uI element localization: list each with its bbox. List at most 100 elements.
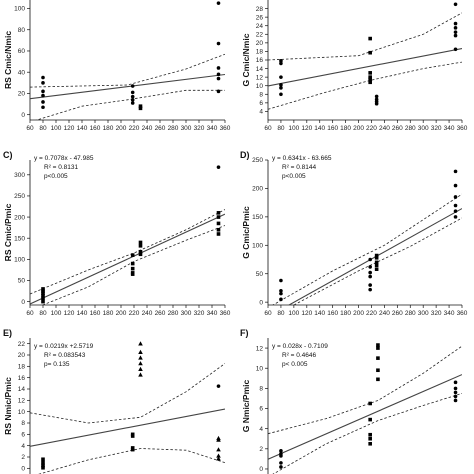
y-tick-label: 10 xyxy=(18,409,26,416)
data-point xyxy=(368,75,372,79)
regression-line xyxy=(287,208,462,305)
data-point xyxy=(368,80,372,85)
y-tick-label: 6 xyxy=(259,406,263,413)
x-tick-label: 300 xyxy=(418,125,429,132)
data-point xyxy=(453,380,458,385)
y-tick-label: 100 xyxy=(14,6,25,13)
y-tick-label: 200 xyxy=(252,186,263,193)
data-point xyxy=(368,287,372,292)
annotation-text: R² = 0.8144 xyxy=(282,164,317,171)
x-tick-label: 80 xyxy=(277,125,285,132)
y-tick-label: 0 xyxy=(21,112,25,119)
y-tick-label: 18 xyxy=(18,364,26,371)
y-tick-label: 2 xyxy=(259,446,263,453)
y-axis-label: G Cmic/Pmic xyxy=(241,206,251,259)
y-tick-label: 4 xyxy=(21,443,25,450)
x-tick-label: 320 xyxy=(431,310,442,317)
data-point xyxy=(368,265,372,269)
x-tick-label: 180 xyxy=(340,125,351,132)
data-point xyxy=(41,291,45,295)
panel-label: E) xyxy=(3,328,12,338)
data-point xyxy=(453,30,458,34)
data-point xyxy=(279,61,283,66)
x-tick-label: 60 xyxy=(26,310,34,317)
data-point xyxy=(41,299,45,304)
y-tick-label: 26 xyxy=(256,14,264,21)
data-point xyxy=(279,465,283,469)
y-axis-label: G Nmic/Pmic xyxy=(241,380,251,433)
data-point xyxy=(41,93,45,98)
x-tick-label: 120 xyxy=(64,125,75,132)
x-tick-label: 220 xyxy=(129,125,140,132)
data-point xyxy=(453,2,458,7)
x-tick-label: 120 xyxy=(64,310,75,317)
data-point xyxy=(368,401,372,406)
y-tick-label: 0 xyxy=(21,299,25,306)
y-tick-label: 20 xyxy=(18,91,26,98)
x-tick-label: 220 xyxy=(129,310,140,317)
y-tick-label: 0 xyxy=(259,299,263,306)
data-point xyxy=(216,211,221,215)
y-tick-label: 28 xyxy=(256,6,264,13)
data-point xyxy=(368,36,372,41)
data-point xyxy=(216,456,221,461)
regression-line xyxy=(30,73,225,100)
data-point xyxy=(41,289,45,293)
x-tick-label: 340 xyxy=(444,125,455,132)
x-tick-label: 100 xyxy=(288,125,299,132)
y-tick-label: 12 xyxy=(256,74,264,81)
x-tick-label: 100 xyxy=(288,310,299,317)
data-point xyxy=(368,417,372,422)
x-tick-label: 200 xyxy=(353,125,364,132)
y-axis-label: RS Cmic/Pmic xyxy=(3,203,13,261)
data-point xyxy=(453,26,458,30)
ci-lower-line xyxy=(272,393,462,474)
data-point xyxy=(279,291,283,296)
annotation-text: R² = 0.4646 xyxy=(282,352,317,359)
data-point xyxy=(279,454,283,458)
data-point xyxy=(453,209,458,213)
data-point xyxy=(41,100,45,104)
regression-line xyxy=(30,213,225,305)
y-tick-label: 50 xyxy=(18,278,26,285)
y-tick-label: 8 xyxy=(21,420,25,427)
data-point xyxy=(138,106,143,111)
y-tick-label: 14 xyxy=(256,66,264,73)
y-axis-label: RS Nmic/Pmic xyxy=(3,377,13,435)
data-point xyxy=(376,346,380,350)
data-point xyxy=(453,386,458,391)
chart-panel-6: 0 2 4 6 8 10 12 G Nmic/Pmic F) y = 0.028x - 0.710… xyxy=(240,328,462,474)
data-point xyxy=(138,349,143,354)
data-point xyxy=(138,252,143,257)
data-point xyxy=(374,101,379,106)
data-point xyxy=(453,33,458,38)
x-tick-label: 240 xyxy=(142,310,153,317)
data-point xyxy=(41,105,45,110)
x-tick-label: 300 xyxy=(181,125,192,132)
data-point xyxy=(138,341,143,346)
data-point xyxy=(130,261,135,266)
data-point xyxy=(376,356,380,360)
data-point xyxy=(138,355,143,360)
y-tick-label: 16 xyxy=(256,57,264,64)
x-tick-label: 160 xyxy=(90,310,101,317)
x-tick-label: 260 xyxy=(392,125,403,132)
data-point xyxy=(216,437,221,442)
annotation-text: p< 0.005 xyxy=(282,361,308,368)
x-tick-label: 200 xyxy=(116,125,127,132)
data-point xyxy=(453,215,458,219)
x-tick-label: 140 xyxy=(314,125,325,132)
data-point xyxy=(216,41,221,46)
data-point xyxy=(368,50,372,55)
data-point xyxy=(130,90,135,95)
x-tick-label: 360 xyxy=(220,125,231,132)
x-tick-label: 140 xyxy=(77,310,88,317)
data-point xyxy=(453,47,458,52)
x-tick-label: 280 xyxy=(168,125,179,132)
data-point xyxy=(368,274,372,279)
regression-line xyxy=(268,374,462,460)
y-tick-label: 10 xyxy=(256,83,264,90)
data-point xyxy=(216,72,221,77)
ci-lower-line xyxy=(38,448,225,474)
